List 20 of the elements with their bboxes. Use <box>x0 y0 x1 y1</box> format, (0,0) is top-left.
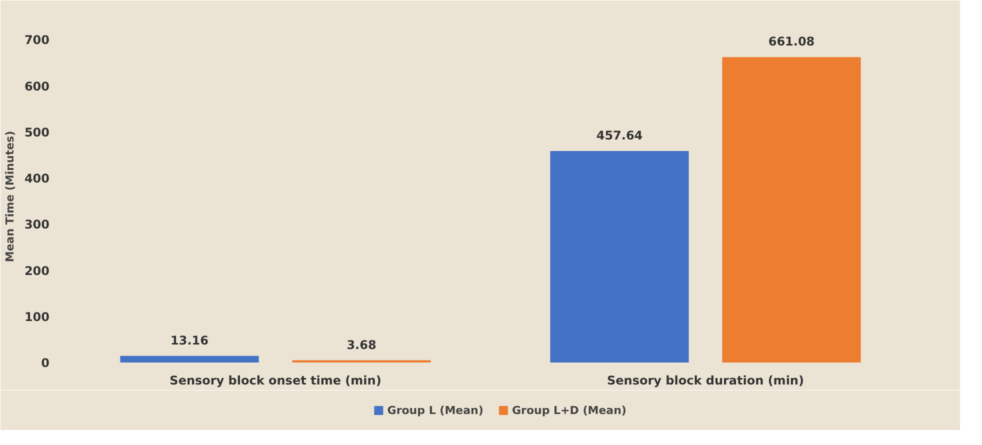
y-tick-label: 400 <box>24 172 50 186</box>
y-tick-label: 300 <box>24 218 50 232</box>
y-tick-label: 0 <box>41 356 50 370</box>
bar <box>120 356 259 362</box>
legend-label: Group L (Mean) <box>387 404 484 417</box>
x-tick-label: Sensory block onset time (min) <box>170 374 382 388</box>
bar <box>550 150 689 362</box>
y-tick-label: 200 <box>24 264 50 278</box>
data-label: 661.08 <box>768 34 815 49</box>
data-label: 13.16 <box>170 333 208 348</box>
y-tick-label: 700 <box>24 33 50 48</box>
data-label: 3.68 <box>346 338 376 352</box>
y-tick-label: 600 <box>24 79 50 94</box>
y-tick-label: 100 <box>24 310 50 324</box>
data-label: 457.64 <box>596 128 643 142</box>
legend-label: Group L+D (Mean) <box>512 404 626 417</box>
bar <box>722 57 861 362</box>
x-tick-label: Sensory block duration (min) <box>607 374 804 388</box>
y-axis-title: Mean Time (Minutes) <box>3 130 16 262</box>
y-tick-label: 500 <box>24 125 50 140</box>
